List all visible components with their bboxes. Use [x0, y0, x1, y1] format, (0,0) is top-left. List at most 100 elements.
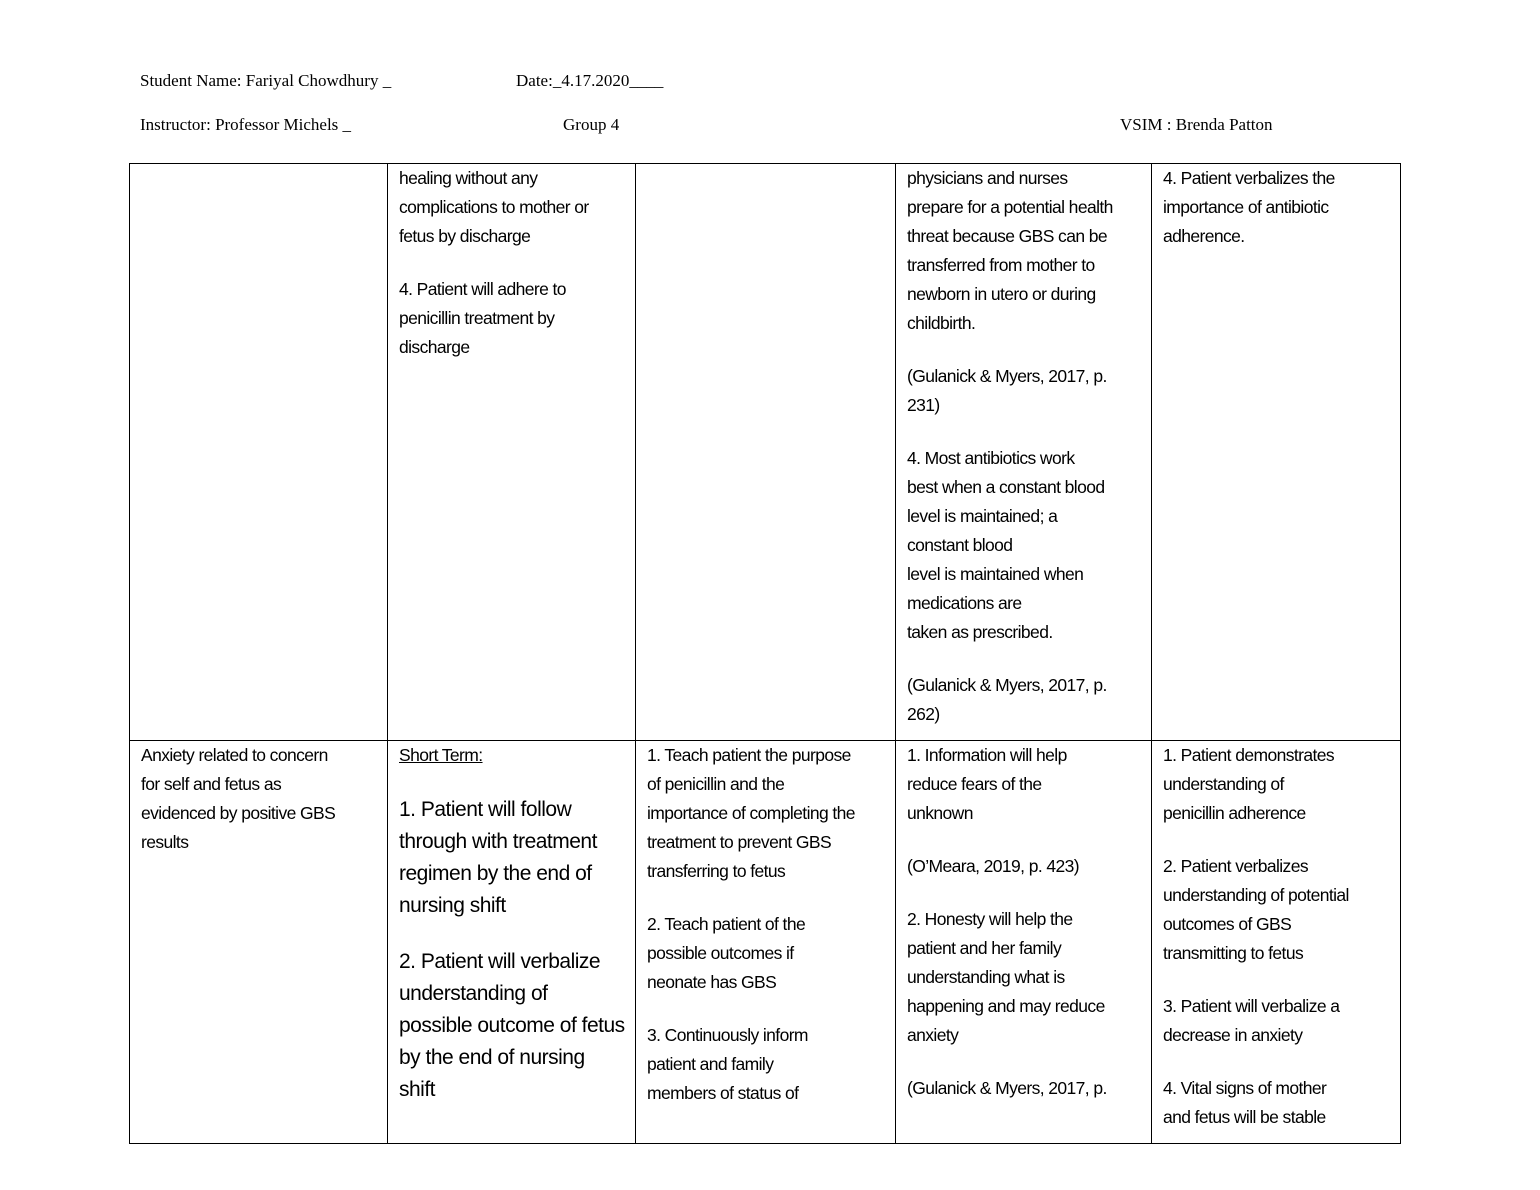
paragraph: Short Term: [399, 741, 629, 770]
paragraph: 3. Continuously inform patient and family… [647, 1021, 889, 1108]
paragraph: 2. Teach patient of the possible outcomes… [647, 910, 889, 997]
text-line: 1. Teach patient the purpose [647, 745, 851, 765]
vsim: VSIM : Brenda Patton [1120, 115, 1273, 134]
text-line: understanding of [1163, 774, 1284, 794]
text-line: (Gulanick & Myers, 2017, p. [907, 366, 1107, 386]
text-line: importance of antibiotic [1163, 197, 1329, 217]
text-line: through with treatment [399, 830, 597, 853]
text-line: 2. Patient will verbalize [399, 950, 601, 973]
text-line: 2. Teach patient of the [647, 914, 806, 934]
text-line: newborn in utero or during [907, 284, 1096, 304]
text-line: happening and may reduce [907, 996, 1105, 1016]
table-cell: Short Term: 1. Patient will follow through… [387, 740, 636, 1144]
table-cell: 1. Teach patient the purpose of penicilli… [635, 740, 896, 1144]
paragraph: 2. Patient will verbalize understanding o… [399, 946, 629, 1106]
text-line: of penicillin and the [647, 774, 785, 794]
text-line: level is maintained; a [907, 506, 1058, 526]
text-line: 231) [907, 395, 940, 415]
paragraph: 2. Honesty will help the patient and her … [907, 905, 1145, 1050]
text-line: 4. Patient will adhere to [399, 279, 567, 299]
text-line: results [141, 832, 189, 852]
table-cell: Anxiety related to concern for self and f… [129, 740, 388, 1144]
text-line: penicillin adherence [1163, 803, 1306, 823]
text-line: 1. Patient will follow [399, 798, 572, 821]
table-cell: 4. Patient verbalizes the importance of a… [1151, 163, 1401, 741]
text-line: 1. Patient demonstrates [1163, 745, 1335, 765]
table-cell: healing without any complications to moth… [387, 163, 636, 741]
paragraph: 4. Most antibiotics work best when a cons… [907, 444, 1145, 647]
text-line: childbirth. [907, 313, 976, 333]
paragraph: (O’Meara, 2019, p. 423) [907, 852, 1145, 881]
paragraph: 1. Patient will follow through with treat… [399, 794, 629, 922]
text-line: understanding of potential [1163, 885, 1349, 905]
date: Date:_4.17.2020____ [516, 71, 664, 90]
instructor: Instructor: Professor Michels _ [140, 115, 352, 134]
text-line: penicillin treatment by [399, 308, 555, 328]
text-line: shift [399, 1078, 436, 1101]
text-line: adherence. [1163, 226, 1245, 246]
text-line: level is maintained when [907, 564, 1084, 584]
text-line: treatment to prevent GBS [647, 832, 832, 852]
text-line: taken as prescribed. [907, 622, 1053, 642]
text-line: for self and fetus as [141, 774, 282, 794]
text-line: (Gulanick & Myers, 2017, p. [907, 1078, 1107, 1098]
table-cell: 1. Patient demonstrates understanding of p… [1151, 740, 1401, 1144]
text-line: evidenced by positive GBS [141, 803, 336, 823]
text-line: 4. Vital signs of mother [1163, 1078, 1327, 1098]
text-line: transferring to fetus [647, 861, 786, 881]
text-line: transmitting to fetus [1163, 943, 1304, 963]
text-line: members of status of [647, 1083, 799, 1103]
text-line: anxiety [907, 1025, 959, 1045]
text-line: (Gulanick & Myers, 2017, p. [907, 675, 1107, 695]
student-name: Student Name: Fariyal Chowdhury _ [140, 71, 392, 90]
text-line: medications are [907, 593, 1022, 613]
text-line: Short Term: [399, 745, 483, 765]
group: Group 4 [563, 115, 620, 134]
paragraph: healing without any complications to moth… [399, 164, 629, 251]
paragraph: (Gulanick & Myers, 2017, p. 262) [907, 671, 1145, 729]
paragraph: 2. Patient verbalizes understanding of po… [1163, 852, 1394, 968]
paragraph: 4. Patient verbalizes the importance of a… [1163, 164, 1394, 251]
text-line: threat because GBS can be [907, 226, 1108, 246]
paragraph: 1. Patient demonstrates understanding of p… [1163, 741, 1394, 828]
text-line: healing without any [399, 168, 538, 188]
text-line: regimen by the end of [399, 862, 592, 885]
text-line: reduce fears of the [907, 774, 1042, 794]
paragraph: (Gulanick & Myers, 2017, p. [907, 1074, 1145, 1103]
text-line: 1. Information will help [907, 745, 1067, 765]
paragraph: 3. Patient will verbalize a decrease in a… [1163, 992, 1394, 1050]
text-line: importance of completing the [647, 803, 856, 823]
paragraph: 4. Vital signs of mother and fetus will b… [1163, 1074, 1394, 1132]
paragraph: physicians and nurses prepare for a poten… [907, 164, 1145, 338]
text-line: and fetus will be stable [1163, 1107, 1326, 1127]
text-line: neonate has GBS [647, 972, 777, 992]
table-cell [129, 163, 388, 741]
text-line: Anxiety related to concern [141, 745, 328, 765]
text-line: decrease in anxiety [1163, 1025, 1303, 1045]
text-line: discharge [399, 337, 470, 357]
text-line: patient and family [647, 1054, 774, 1074]
text-line: outcomes of GBS [1163, 914, 1292, 934]
text-line: transferred from mother to [907, 255, 1095, 275]
paragraph: Anxiety related to concern for self and f… [141, 741, 381, 857]
text-line: 4. Most antibiotics work [907, 448, 1075, 468]
text-line: patient and her family [907, 938, 1062, 958]
text-line: understanding of [399, 982, 548, 1005]
table-cell: physicians and nurses prepare for a poten… [895, 163, 1152, 741]
paragraph: 1. Teach patient the purpose of penicilli… [647, 741, 889, 886]
text-line: prepare for a potential health [907, 197, 1113, 217]
text-line: 3. Continuously inform [647, 1025, 809, 1045]
text-line: nursing shift [399, 894, 506, 917]
text-line: 2. Honesty will help the [907, 909, 1073, 929]
text-line: possible outcome of fetus [399, 1014, 625, 1037]
text-line: 262) [907, 704, 940, 724]
text-line: constant blood [907, 535, 1013, 555]
paragraph: (Gulanick & Myers, 2017, p. 231) [907, 362, 1145, 420]
text-line: by the end of nursing [399, 1046, 585, 1069]
table-cell [635, 163, 896, 741]
text-line: possible outcomes if [647, 943, 794, 963]
text-line: 3. Patient will verbalize a [1163, 996, 1340, 1016]
text-line: 2. Patient verbalizes [1163, 856, 1309, 876]
text-line: best when a constant blood [907, 477, 1105, 497]
